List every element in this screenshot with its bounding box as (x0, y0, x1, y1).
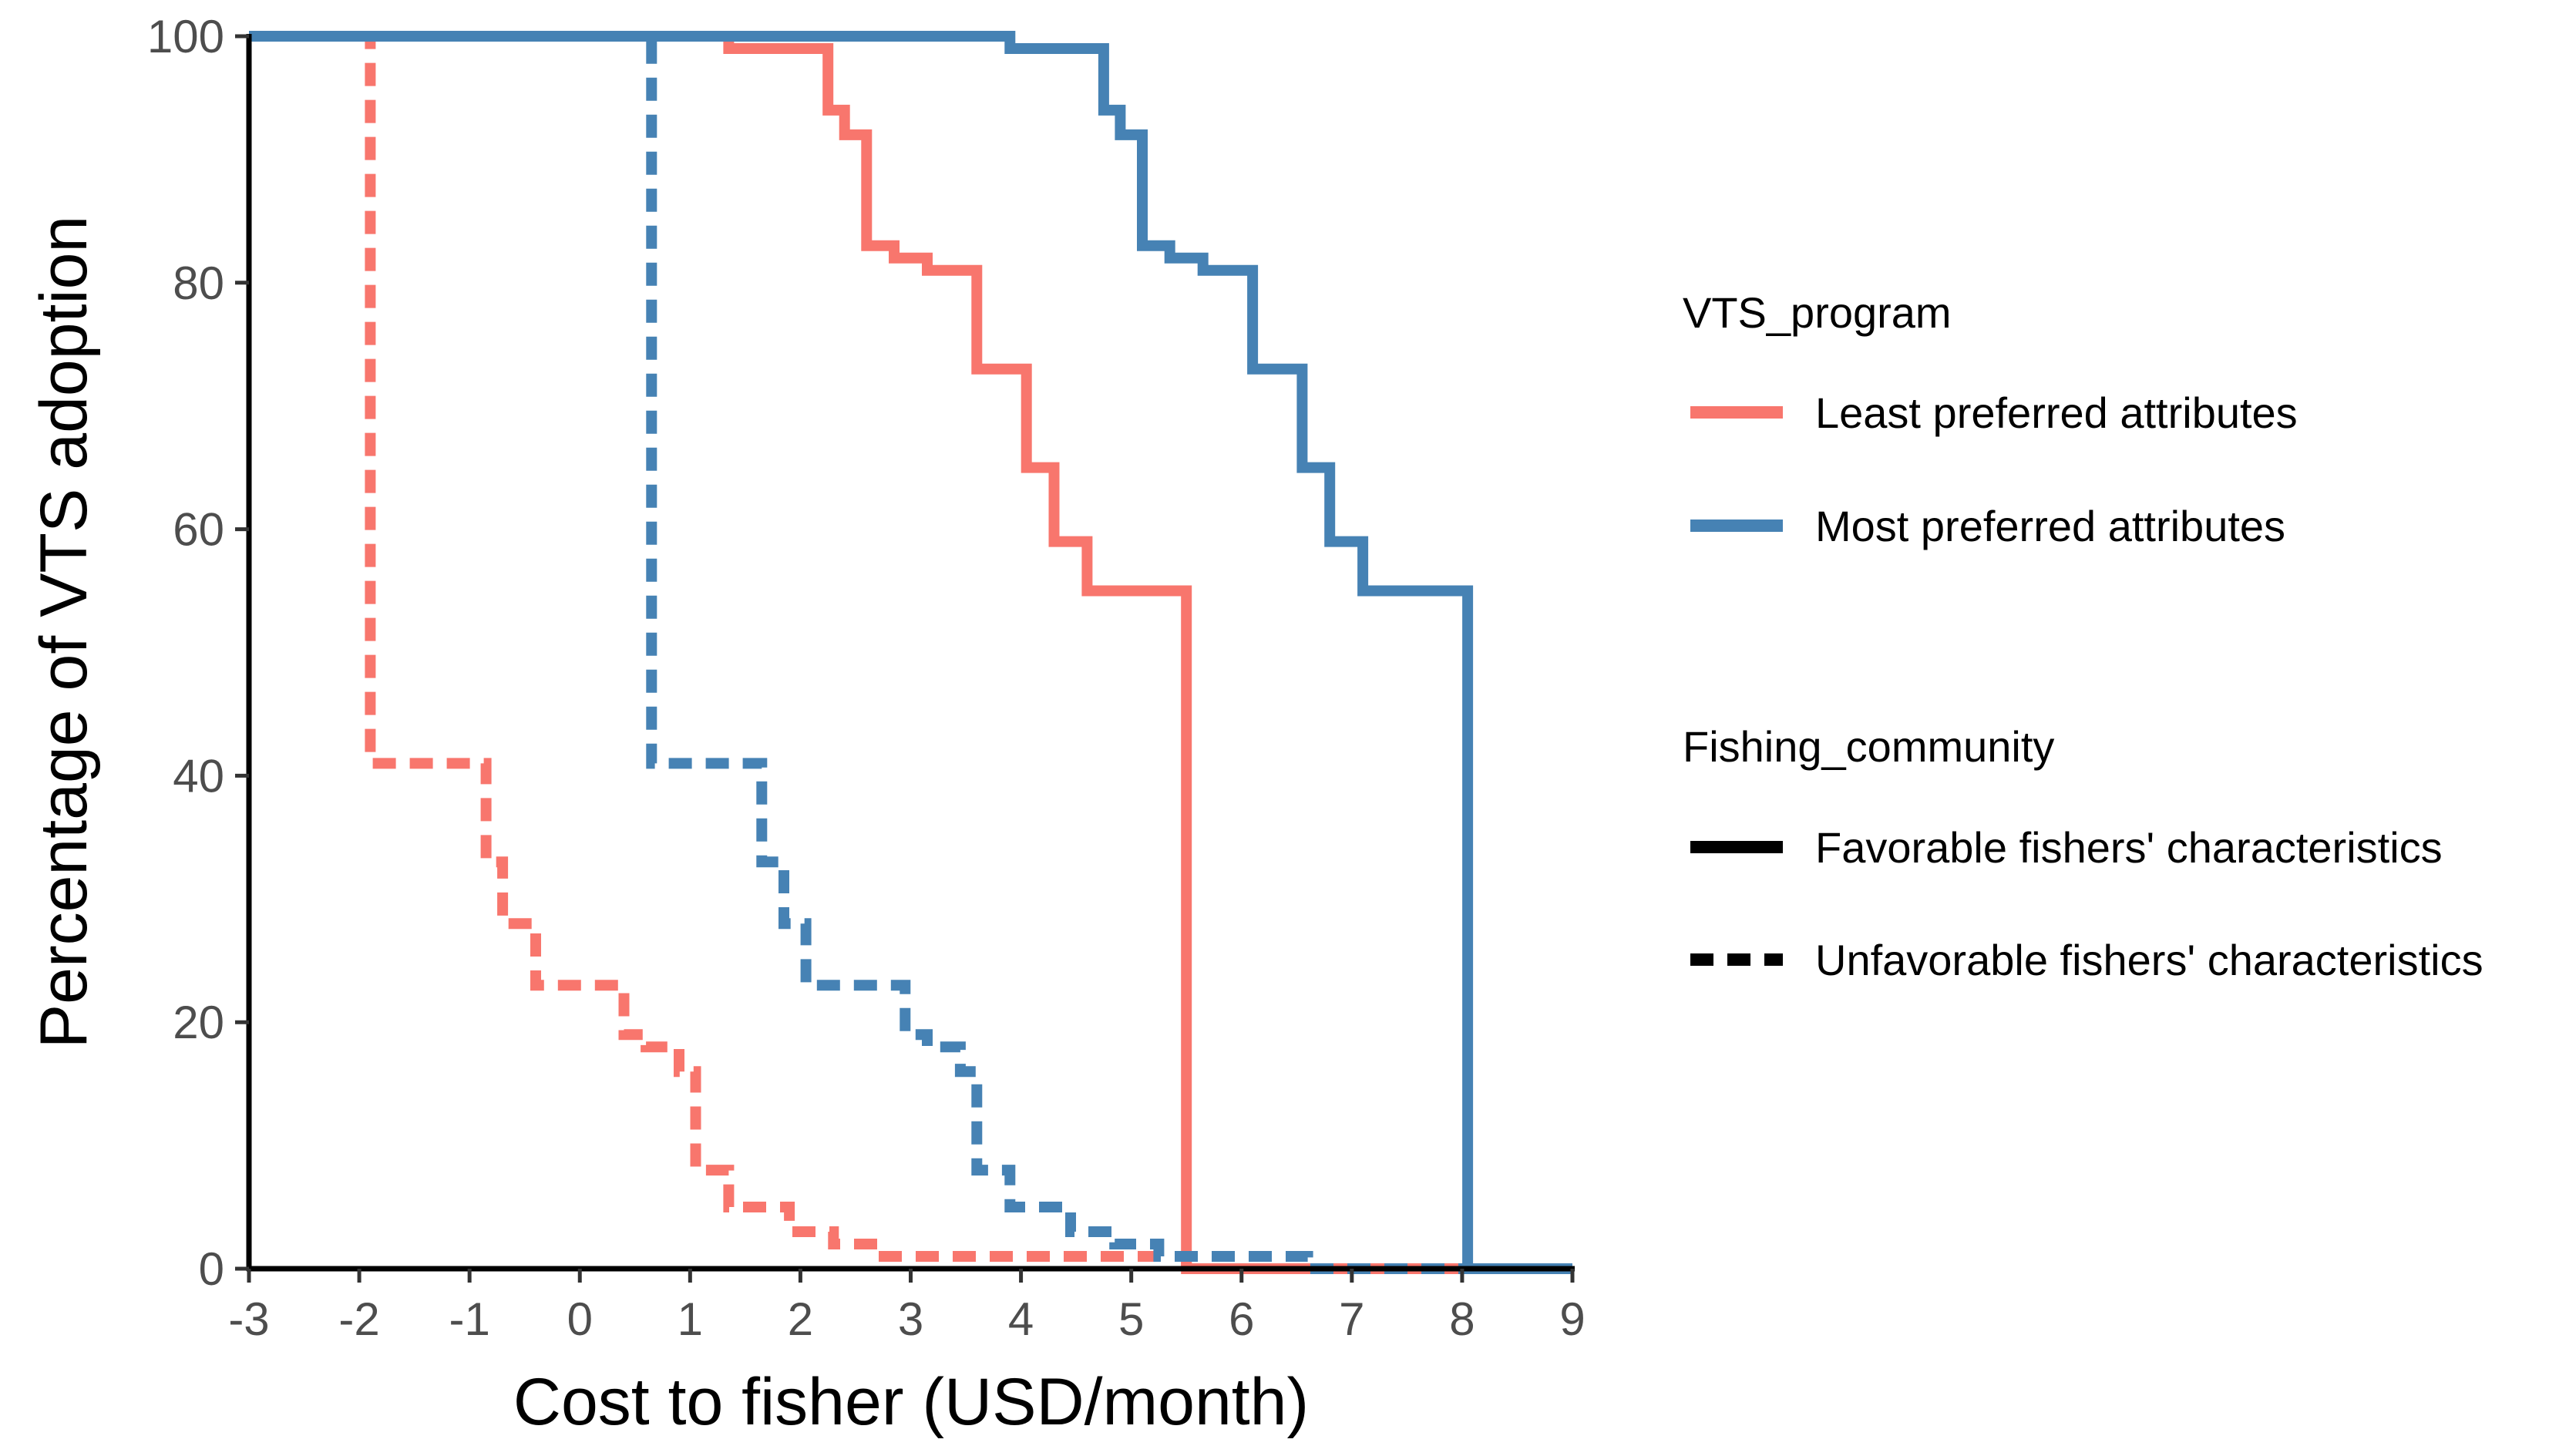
x-tick-label: 6 (1229, 1293, 1254, 1345)
series-line-least-preferred-attributes-favorable (249, 31, 1572, 1274)
series-line-most-preferred-attributes-unfavorable (249, 31, 1572, 1274)
x-tick-label: 9 (1559, 1293, 1585, 1345)
y-tick-label: 40 (173, 750, 224, 802)
y-axis-title: Percentage of VTS adoption (27, 216, 101, 1049)
x-tick-label: -2 (338, 1293, 379, 1345)
legend-label-most-preferred-attributes: Most preferred attributes (1815, 502, 2285, 550)
legend-label-unfavorable-fishers-characteristics: Unfavorable fishers' characteristics (1815, 936, 2483, 984)
x-tick-label: -3 (228, 1293, 269, 1345)
x-axis-title: Cost to fisher (USD/month) (513, 1365, 1309, 1439)
x-tick-label: 8 (1449, 1293, 1475, 1345)
legend: VTS_program Least preferred attributes Mos… (1683, 288, 2483, 984)
y-tick-label: 20 (173, 997, 224, 1048)
x-tick-label: -1 (449, 1293, 489, 1345)
y-tick-label: 80 (173, 257, 224, 309)
x-tick-label: 5 (1118, 1293, 1144, 1345)
y-tick-label: 100 (147, 11, 224, 62)
legend-title-fishing-community: Fishing_community (1683, 722, 2054, 771)
legend-label-favorable-fishers-characteristics: Favorable fishers' characteristics (1815, 823, 2443, 872)
y-tick-label: 60 (173, 504, 224, 556)
x-tick-label: 2 (788, 1293, 813, 1345)
x-tick-label: 4 (1008, 1293, 1034, 1345)
ticks-layer: -3 -2 -1 0 1 2 3 4 5 6 7 8 9 0 20 40 60 80 100 (147, 11, 1586, 1345)
legend-label-least-preferred-attributes: Least preferred attributes (1815, 388, 2298, 437)
axes-layer (246, 34, 1575, 1272)
y-tick-label: 0 (199, 1243, 224, 1295)
legend-title-vts-program: VTS_program (1683, 288, 1952, 337)
series-layer (249, 31, 1572, 1274)
x-tick-label: 0 (567, 1293, 593, 1345)
x-tick-label: 7 (1339, 1293, 1364, 1345)
series-line-least-preferred-attributes-unfavorable (249, 31, 1572, 1274)
series-line-most-preferred-attributes-favorable (249, 31, 1572, 1274)
x-tick-label: 3 (898, 1293, 923, 1345)
x-tick-label: 1 (678, 1293, 703, 1345)
